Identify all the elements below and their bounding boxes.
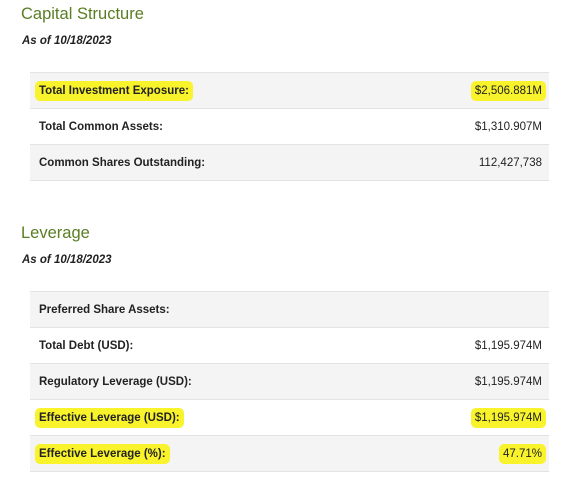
row-label: Total Debt (USD):: [39, 340, 134, 352]
table-row: Total Common Assets: $1,310.907M: [30, 109, 549, 145]
section-title: Leverage: [21, 224, 90, 242]
row-label: Regulatory Leverage (USD):: [39, 376, 192, 388]
highlighted-text: 47.71%: [500, 446, 544, 462]
table-row: Effective Leverage (%): 47.71%: [30, 436, 549, 472]
row-value: $1,195.974M: [472, 410, 544, 426]
section-title: Capital Structure: [21, 5, 144, 23]
table-row: Preferred Share Assets:: [30, 292, 549, 328]
highlighted-text: $1,195.974M: [472, 410, 544, 426]
row-value: $1,195.974M: [474, 376, 542, 388]
highlighted-text: Effective Leverage (%):: [37, 446, 168, 462]
row-label: Total Common Assets:: [39, 121, 163, 133]
leverage-table: Preferred Share Assets: Total Debt (USD)…: [30, 291, 549, 472]
row-label: Common Shares Outstanding:: [39, 157, 206, 169]
row-value: $1,310.907M: [474, 121, 542, 133]
row-label: Total Investment Exposure:: [37, 83, 191, 99]
table-row: Regulatory Leverage (USD): $1,195.974M: [30, 364, 549, 400]
highlighted-text: Effective Leverage (USD):: [37, 410, 182, 426]
highlighted-text: $2,506.881M: [472, 83, 544, 99]
table-row: Common Shares Outstanding: 112,427,738: [30, 145, 549, 181]
as-of-date: As of 10/18/2023: [22, 254, 112, 266]
row-label: Effective Leverage (USD):: [37, 410, 182, 426]
row-value: 47.71%: [500, 446, 544, 462]
row-label: Preferred Share Assets:: [39, 304, 170, 316]
table-row: Total Debt (USD): $1,195.974M: [30, 328, 549, 364]
as-of-date: As of 10/18/2023: [22, 35, 112, 47]
highlighted-text: Total Investment Exposure:: [37, 83, 191, 99]
table-row: Total Investment Exposure: $2,506.881M: [30, 73, 549, 109]
row-value: 112,427,738: [478, 157, 542, 169]
table-row: Effective Leverage (USD): $1,195.974M: [30, 400, 549, 436]
row-value: $2,506.881M: [472, 83, 544, 99]
row-value: $1,195.974M: [474, 340, 542, 352]
capital-structure-table: Total Investment Exposure: $2,506.881M T…: [30, 72, 549, 181]
row-label: Effective Leverage (%):: [37, 446, 168, 462]
